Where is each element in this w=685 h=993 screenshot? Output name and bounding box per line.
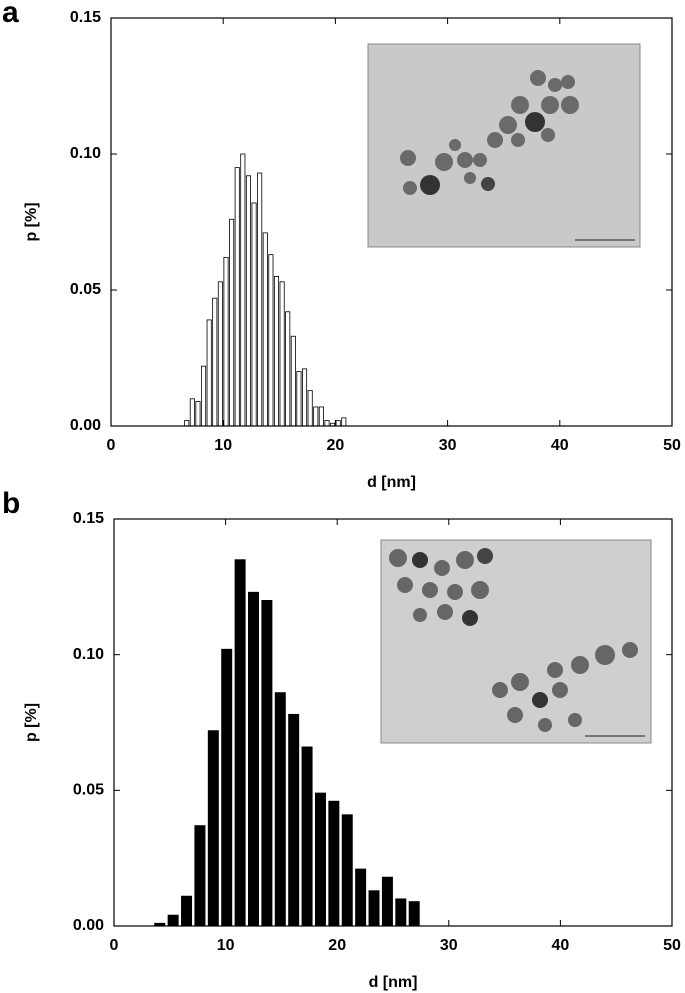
y-tick-label: 0.00 bbox=[70, 417, 101, 434]
x-tick-label: 30 bbox=[439, 437, 457, 454]
bar bbox=[290, 335, 296, 427]
bar bbox=[296, 371, 302, 427]
bar bbox=[195, 401, 201, 427]
particles bbox=[400, 70, 579, 195]
x-axis-label: d [nm] bbox=[367, 474, 416, 491]
x-tick-label: 30 bbox=[440, 937, 458, 954]
bar bbox=[335, 420, 341, 427]
bar bbox=[262, 232, 268, 427]
x-tick-label: 0 bbox=[107, 437, 116, 454]
tem-image bbox=[367, 43, 641, 248]
y-tick-label: 0.05 bbox=[73, 782, 104, 799]
bar bbox=[341, 417, 347, 427]
x-tick-label: 10 bbox=[214, 437, 232, 454]
inset-image bbox=[380, 539, 652, 744]
bar bbox=[328, 800, 340, 927]
bar bbox=[314, 792, 326, 927]
bar bbox=[257, 172, 263, 427]
bar bbox=[221, 648, 233, 927]
panel-letter: a bbox=[2, 0, 19, 29]
bar bbox=[268, 254, 274, 427]
bar bbox=[274, 692, 286, 927]
y-axis-label: p [%] bbox=[23, 202, 40, 241]
y-axis-label: p [%] bbox=[23, 703, 40, 742]
bar bbox=[184, 420, 190, 427]
bar bbox=[261, 600, 273, 927]
bar bbox=[248, 591, 259, 927]
bar bbox=[285, 311, 291, 427]
bar bbox=[189, 398, 195, 427]
bar bbox=[181, 895, 193, 927]
x-tick-label: 20 bbox=[328, 937, 346, 954]
bar bbox=[302, 368, 308, 427]
y-tick-label: 0.05 bbox=[70, 281, 101, 298]
bar bbox=[234, 559, 246, 927]
y-tick-label: 0.10 bbox=[73, 646, 104, 663]
bar bbox=[408, 901, 420, 927]
x-tick-label: 50 bbox=[663, 437, 681, 454]
bar bbox=[395, 898, 407, 927]
bar bbox=[273, 275, 280, 427]
bar bbox=[223, 256, 229, 427]
bar bbox=[381, 876, 393, 927]
bar bbox=[206, 319, 212, 427]
bar bbox=[355, 868, 367, 927]
bar bbox=[279, 281, 285, 427]
bar bbox=[240, 153, 246, 427]
y-tick-label: 0.00 bbox=[73, 917, 104, 934]
bar bbox=[167, 914, 179, 927]
inset-image bbox=[367, 43, 641, 248]
x-tick-label: 50 bbox=[663, 937, 681, 954]
bar bbox=[217, 281, 223, 427]
bar bbox=[324, 420, 330, 427]
bar bbox=[313, 406, 319, 427]
bar bbox=[307, 390, 313, 427]
bar bbox=[201, 365, 207, 427]
x-axis-label: d [nm] bbox=[369, 974, 418, 991]
bar bbox=[234, 167, 240, 427]
bar bbox=[194, 825, 206, 927]
bar bbox=[341, 814, 353, 927]
y-tick-label: 0.10 bbox=[70, 145, 101, 162]
bar bbox=[318, 406, 324, 427]
y-tick-label: 0.15 bbox=[70, 9, 101, 26]
x-tick-label: 10 bbox=[217, 937, 235, 954]
x-tick-label: 0 bbox=[110, 937, 119, 954]
x-tick-label: 40 bbox=[551, 437, 569, 454]
bar bbox=[212, 297, 218, 427]
bar bbox=[207, 730, 219, 927]
bar bbox=[245, 175, 251, 427]
bar bbox=[288, 713, 300, 927]
x-tick-label: 20 bbox=[327, 437, 345, 454]
bar bbox=[229, 218, 235, 427]
plot-frame bbox=[110, 17, 673, 427]
bar bbox=[251, 202, 257, 427]
x-tick-label: 40 bbox=[552, 937, 570, 954]
particles bbox=[389, 548, 638, 732]
panel-letter: b bbox=[2, 487, 20, 520]
plot-frame bbox=[113, 518, 673, 927]
bar bbox=[368, 890, 380, 927]
bar bbox=[301, 746, 313, 927]
y-tick-label: 0.15 bbox=[73, 510, 104, 527]
